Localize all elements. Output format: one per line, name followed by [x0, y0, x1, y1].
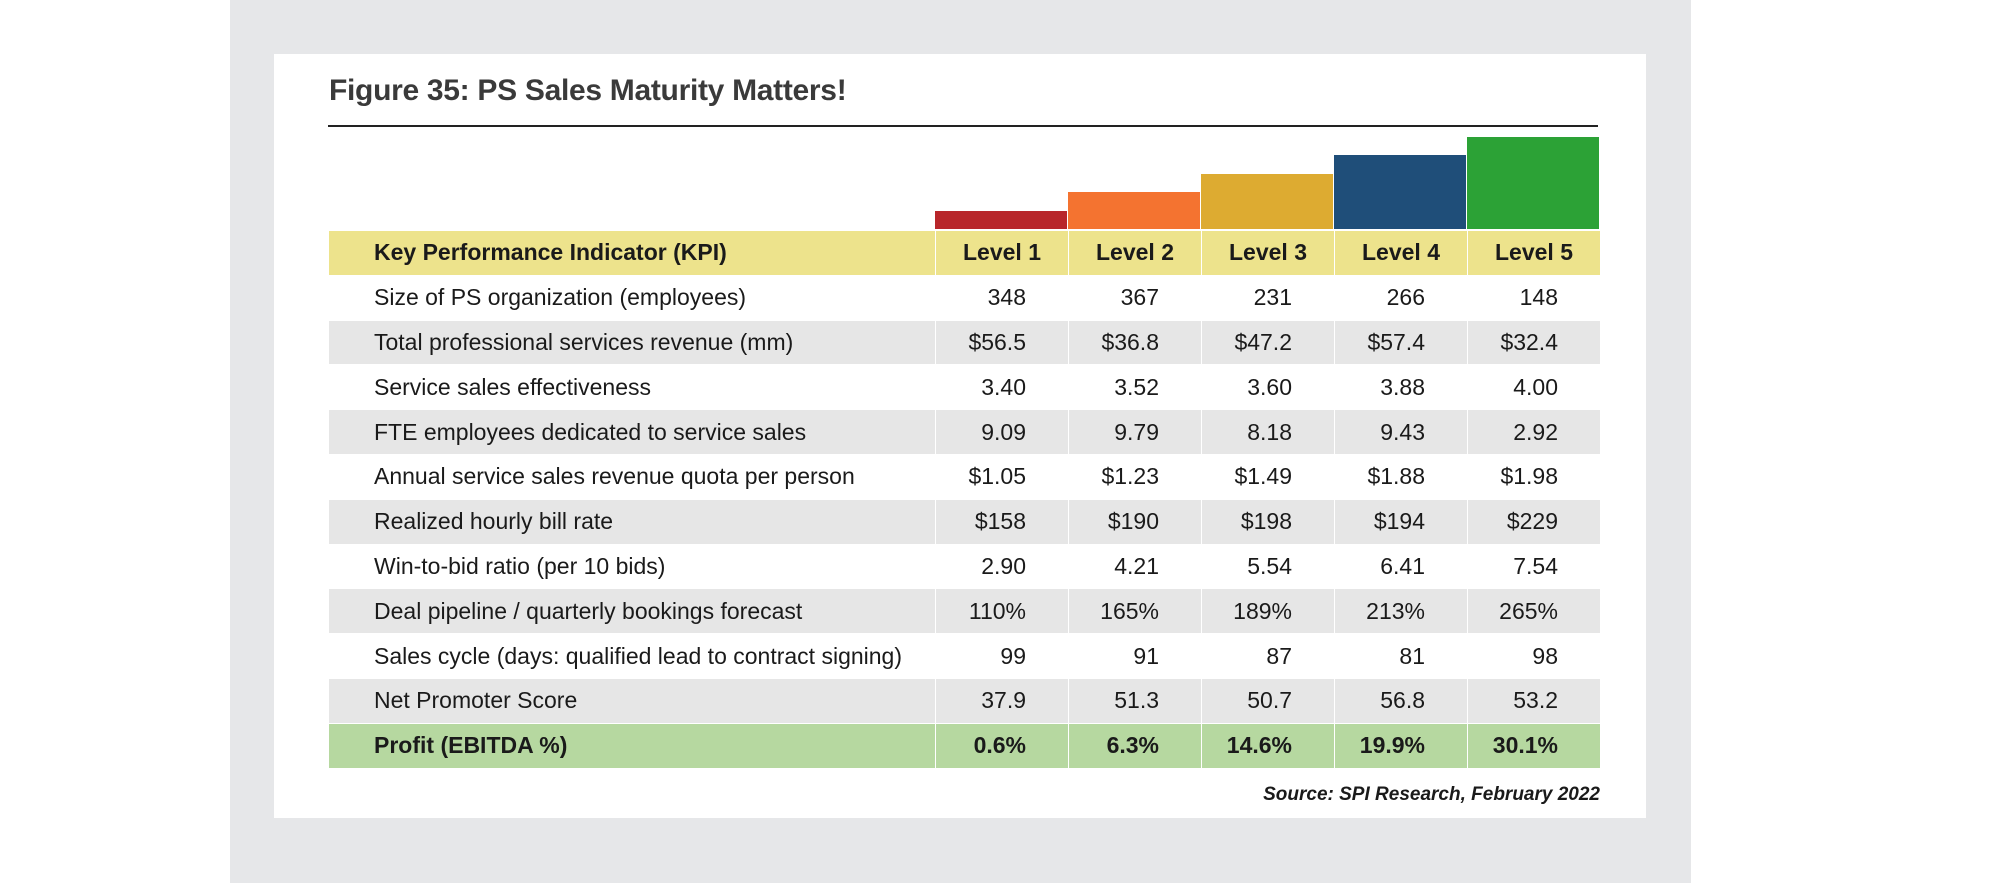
table-cell: $1.88	[1334, 453, 1468, 500]
level-5-header: Level 5	[1467, 230, 1601, 276]
table-cell: $1.23	[1068, 453, 1202, 500]
table-cell: 110%	[935, 588, 1069, 635]
level-1-header: Level 1	[935, 230, 1069, 276]
kpi-label: Size of PS organization (employees)	[328, 274, 936, 321]
table-cell: 6.41	[1334, 543, 1468, 590]
maturity-step-level-3	[1201, 173, 1333, 229]
kpi-label: Deal pipeline / quarterly bookings forec…	[328, 588, 936, 635]
table-cell: 348	[935, 274, 1069, 321]
profit-cell: 30.1%	[1467, 722, 1601, 769]
table-cell: 8.18	[1201, 409, 1335, 455]
table-cell: 50.7	[1201, 677, 1335, 724]
table-row: Net Promoter Score 37.9 51.3 50.7 56.8 5…	[328, 677, 1601, 724]
table-cell: 5.54	[1201, 543, 1335, 590]
table-cell: 2.90	[935, 543, 1069, 590]
table-row: Total professional services revenue (mm)…	[328, 319, 1601, 366]
kpi-label: Realized hourly bill rate	[328, 498, 936, 545]
table-cell: $32.4	[1467, 319, 1601, 366]
table-cell: $57.4	[1334, 319, 1468, 366]
kpi-label: Profit (EBITDA %)	[328, 722, 936, 769]
table-cell: 9.79	[1068, 409, 1202, 455]
table-row: Deal pipeline / quarterly bookings forec…	[328, 588, 1601, 635]
table-row: Size of PS organization (employees) 348 …	[328, 274, 1601, 321]
level-3-header: Level 3	[1201, 230, 1335, 276]
table-cell: 3.88	[1334, 364, 1468, 411]
table-cell: 266	[1334, 274, 1468, 321]
table-cell: 3.52	[1068, 364, 1202, 411]
table-cell: 37.9	[935, 677, 1069, 724]
table-cell: $36.8	[1068, 319, 1202, 366]
figure-title: Figure 35: PS Sales Maturity Matters!	[329, 74, 847, 107]
table-row: Realized hourly bill rate $158 $190 $198…	[328, 498, 1601, 545]
kpi-label: Net Promoter Score	[328, 677, 936, 724]
profit-row: Profit (EBITDA %) 0.6% 6.3% 14.6% 19.9% …	[328, 722, 1601, 769]
table-header-row: Key Performance Indicator (KPI) Level 1 …	[328, 230, 1601, 276]
table-cell: $1.49	[1201, 453, 1335, 500]
table-row: Win-to-bid ratio (per 10 bids) 2.90 4.21…	[328, 543, 1601, 590]
table-cell: 231	[1201, 274, 1335, 321]
table-cell: $1.98	[1467, 453, 1601, 500]
table-cell: 3.60	[1201, 364, 1335, 411]
table-cell: 165%	[1068, 588, 1202, 635]
level-2-header: Level 2	[1068, 230, 1202, 276]
table-row: Sales cycle (days: qualified lead to con…	[328, 633, 1601, 679]
source-note: Source: SPI Research, February 2022	[1263, 784, 1600, 805]
table-cell: $190	[1068, 498, 1202, 545]
table-cell: $194	[1334, 498, 1468, 545]
table-cell: $47.2	[1201, 319, 1335, 366]
table-row: Service sales effectiveness 3.40 3.52 3.…	[328, 364, 1601, 411]
title-rule	[328, 125, 1598, 127]
maturity-step-level-2	[1068, 192, 1200, 229]
kpi-table: Key Performance Indicator (KPI) Level 1 …	[328, 230, 1601, 769]
table-cell: 9.09	[935, 409, 1069, 455]
table-cell: 53.2	[1467, 677, 1601, 724]
profit-cell: 6.3%	[1068, 722, 1202, 769]
table-cell: 3.40	[935, 364, 1069, 411]
table-cell: 265%	[1467, 588, 1601, 635]
table-row: Annual service sales revenue quota per p…	[328, 453, 1601, 500]
profit-cell: 14.6%	[1201, 722, 1335, 769]
table-cell: 2.92	[1467, 409, 1601, 455]
maturity-step-level-1	[935, 210, 1067, 229]
table-cell: 7.54	[1467, 543, 1601, 590]
maturity-step-level-5	[1467, 136, 1599, 229]
table-cell: 367	[1068, 274, 1202, 321]
table-cell: 91	[1068, 633, 1202, 679]
table-cell: $56.5	[935, 319, 1069, 366]
table-cell: 81	[1334, 633, 1468, 679]
profit-cell: 19.9%	[1334, 722, 1468, 769]
kpi-label: Win-to-bid ratio (per 10 bids)	[328, 543, 936, 590]
table-cell: $229	[1467, 498, 1601, 545]
table-cell: 51.3	[1068, 677, 1202, 724]
table-cell: 9.43	[1334, 409, 1468, 455]
table-cell: 4.21	[1068, 543, 1202, 590]
kpi-column-header: Key Performance Indicator (KPI)	[328, 230, 936, 276]
table-cell: $158	[935, 498, 1069, 545]
table-cell: 87	[1201, 633, 1335, 679]
table-cell: 99	[935, 633, 1069, 679]
profit-cell: 0.6%	[935, 722, 1069, 769]
level-4-header: Level 4	[1334, 230, 1468, 276]
table-cell: 56.8	[1334, 677, 1468, 724]
kpi-label: FTE employees dedicated to service sales	[328, 409, 936, 455]
table-cell: 98	[1467, 633, 1601, 679]
table-cell: 148	[1467, 274, 1601, 321]
kpi-label: Sales cycle (days: qualified lead to con…	[328, 633, 936, 679]
maturity-step-level-4	[1334, 155, 1466, 229]
table-cell: 213%	[1334, 588, 1468, 635]
table-cell: 189%	[1201, 588, 1335, 635]
table-cell: 4.00	[1467, 364, 1601, 411]
table-cell: $198	[1201, 498, 1335, 545]
table-row: FTE employees dedicated to service sales…	[328, 409, 1601, 455]
kpi-label: Total professional services revenue (mm)	[328, 319, 936, 366]
kpi-label: Service sales effectiveness	[328, 364, 936, 411]
kpi-label: Annual service sales revenue quota per p…	[328, 453, 936, 500]
table-cell: $1.05	[935, 453, 1069, 500]
